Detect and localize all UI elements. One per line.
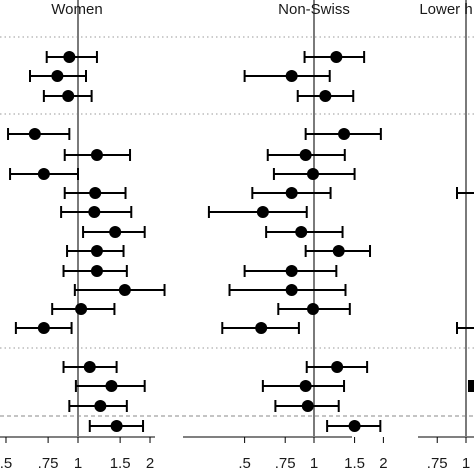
estimate-point-women-8: [88, 206, 101, 218]
panel-title-women: Women: [51, 1, 102, 18]
estimate-point-women-9: [109, 226, 122, 238]
x-tick-label-women-5: 2: [146, 455, 154, 472]
estimate-point-non-swiss-1: [330, 51, 343, 63]
estimate-point-women-17: [94, 400, 107, 412]
estimate-point-non-swiss-15: [331, 361, 344, 373]
x-tick-label-non-swiss-3: 1: [310, 455, 318, 472]
estimate-point-women-16: [105, 380, 118, 392]
estimate-point-women-11: [90, 265, 103, 277]
estimate-point-women-3: [62, 90, 75, 102]
x-tick-label-women-1: .5: [0, 455, 12, 472]
x-axes: .5 .75 1 1.5 2 .5 .75 1 1.5 2 .75 1: [0, 436, 474, 472]
estimate-point-women-12: [118, 284, 131, 296]
estimate-point-non-swiss-2: [285, 70, 298, 82]
estimate-point-women-15: [83, 361, 96, 373]
estimate-point-non-swiss-16: [299, 380, 312, 392]
estimate-point-women-14: [37, 322, 50, 334]
estimate-point-lower-h-clipped: [468, 380, 474, 392]
estimate-point-women-2: [51, 70, 64, 82]
x-tick-label-lower-h-1: .75: [427, 455, 448, 472]
estimate-point-non-swiss-7: [285, 187, 298, 199]
estimate-point-non-swiss-17: [301, 400, 314, 412]
estimate-point-non-swiss-5: [299, 149, 312, 161]
estimate-point-non-swiss-8: [256, 206, 269, 218]
panel-title-non-swiss: Non-Swiss: [278, 1, 350, 18]
estimate-point-women-1: [63, 51, 76, 63]
estimate-point-non-swiss-18: [348, 420, 361, 432]
estimate-point-women-4: [28, 128, 41, 140]
estimate-point-non-swiss-14: [255, 322, 268, 334]
estimate-point-non-swiss-10: [332, 245, 345, 257]
estimate-point-non-swiss-11: [285, 265, 298, 277]
x-tick-label-non-swiss-4: 1.5: [344, 455, 365, 472]
estimate-point-women-18: [110, 420, 123, 432]
estimate-point-non-swiss-3: [319, 90, 332, 102]
estimate-point-women-6: [37, 168, 50, 180]
x-tick-label-women-3: 1: [74, 455, 82, 472]
estimate-point-non-swiss-4: [338, 128, 351, 140]
estimate-point-non-swiss-13: [306, 303, 319, 315]
estimate-point-non-swiss-12: [285, 284, 298, 296]
x-tick-label-lower-h-2: 1: [462, 455, 470, 472]
estimate-point-women-7: [89, 187, 102, 199]
x-tick-label-women-2: .75: [38, 455, 59, 472]
estimate-point-women-5: [90, 149, 103, 161]
x-tick-label-non-swiss-5: 2: [379, 455, 387, 472]
estimate-point-women-13: [75, 303, 88, 315]
estimate-point-non-swiss-6: [306, 168, 319, 180]
plot-frame: [0, 0, 474, 436]
panel-title-lower-h: Lower h: [419, 1, 472, 18]
estimate-point-women-10: [90, 245, 103, 257]
panel-titles: Women Non-Swiss Lower h: [51, 1, 472, 18]
x-tick-label-women-4: 1.5: [110, 455, 131, 472]
x-tick-label-non-swiss-2: .75: [275, 455, 296, 472]
plot-marks: [7, 51, 474, 432]
estimate-point-non-swiss-9: [295, 226, 308, 238]
x-tick-label-non-swiss-1: .5: [238, 455, 251, 472]
